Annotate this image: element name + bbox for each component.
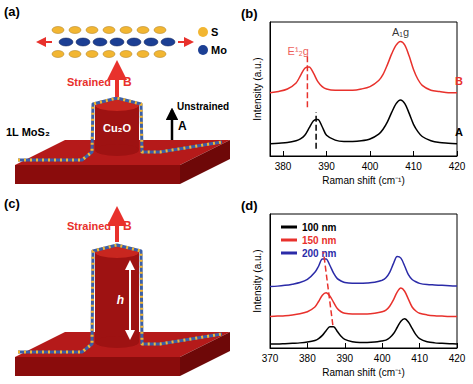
- svg-text:200 nm: 200 nm: [302, 248, 337, 259]
- svg-text:390: 390: [318, 161, 335, 172]
- svg-text:Intensity (a.u.): Intensity (a.u.): [252, 249, 263, 312]
- svg-text:Cu₂O: Cu₂O: [103, 122, 132, 134]
- svg-text:Mo: Mo: [211, 44, 227, 56]
- svg-text:1L MoS₂: 1L MoS₂: [6, 126, 50, 138]
- svg-text:420: 420: [449, 161, 466, 172]
- svg-text:(a): (a): [4, 4, 20, 19]
- svg-text:Intensity (a.u.): Intensity (a.u.): [252, 57, 263, 120]
- svg-text:Raman shift (cm⁻¹): Raman shift (cm⁻¹): [322, 367, 404, 378]
- svg-text:(d): (d): [241, 198, 258, 213]
- svg-text:410: 410: [411, 353, 428, 364]
- svg-text:410: 410: [405, 161, 422, 172]
- svg-text:400: 400: [374, 353, 391, 364]
- svg-text:A₁g: A₁g: [392, 26, 409, 38]
- svg-text:100 nm: 100 nm: [302, 222, 337, 233]
- svg-text:(c): (c): [4, 196, 20, 211]
- svg-text:150 nm: 150 nm: [302, 235, 337, 246]
- svg-text:B: B: [455, 75, 463, 87]
- svg-text:(b): (b): [241, 6, 258, 21]
- svg-text:Strained: Strained: [67, 220, 111, 232]
- svg-text:S: S: [211, 26, 218, 38]
- svg-text:390: 390: [336, 353, 353, 364]
- svg-text:B: B: [123, 75, 132, 89]
- svg-text:A: A: [178, 119, 187, 133]
- svg-text:380: 380: [299, 353, 316, 364]
- svg-text:B: B: [123, 219, 132, 233]
- svg-text:Raman shift (cm⁻¹): Raman shift (cm⁻¹): [322, 175, 404, 186]
- svg-text:h: h: [117, 293, 124, 307]
- svg-text:Strained: Strained: [67, 76, 111, 88]
- svg-text:A: A: [455, 126, 463, 138]
- svg-text:Unstrained: Unstrained: [177, 101, 229, 112]
- svg-text:380: 380: [275, 161, 292, 172]
- svg-text:400: 400: [362, 161, 379, 172]
- svg-text:370: 370: [262, 353, 279, 364]
- svg-text:420: 420: [449, 353, 466, 364]
- svg-text:E¹₂g: E¹₂g: [288, 45, 309, 57]
